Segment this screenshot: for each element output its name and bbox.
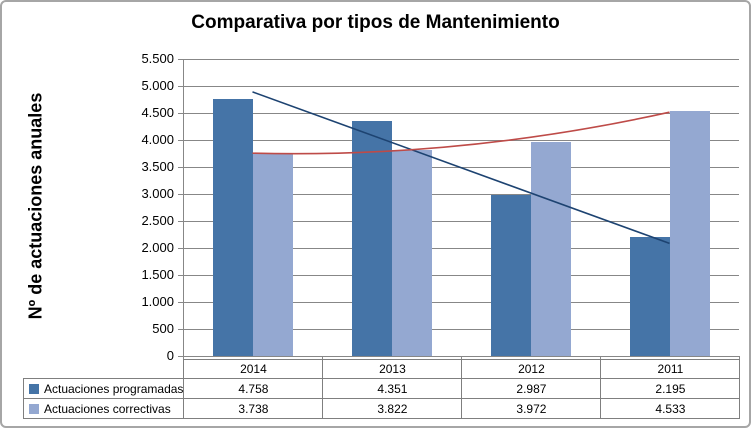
y-tick-mark [178, 86, 183, 87]
y-tick-mark [178, 248, 183, 249]
y-tick-mark [178, 356, 183, 357]
gridline [183, 302, 739, 303]
gridline [183, 86, 739, 87]
y-tick-label: 5.500 [141, 51, 174, 66]
y-tick-mark [178, 140, 183, 141]
table-cell-correctivas-2012: 3.972 [461, 398, 602, 419]
y-tick-label: 2.500 [141, 213, 174, 228]
y-tick-mark [178, 59, 183, 60]
table-cell-programadas-2013: 4.351 [322, 378, 463, 399]
data-table: 2014 2013 2012 2011 Actuaciones programa… [22, 359, 741, 419]
y-axis-line [183, 59, 184, 357]
x-axis-label-2011: 2011 [600, 359, 741, 379]
bar-programadas-2013 [351, 121, 392, 356]
table-cell-correctivas-2011: 4.533 [600, 398, 741, 419]
y-tick-mark [178, 329, 183, 330]
gridline [183, 248, 739, 249]
bar-correctivas-2013 [391, 149, 432, 356]
legend-label-correctivas: Actuaciones correctivas [44, 401, 171, 416]
y-tick-mark [178, 221, 183, 222]
y-tick-mark [178, 167, 183, 168]
y-tick-mark [178, 275, 183, 276]
bar-correctivas-2012 [530, 141, 571, 356]
y-tick-label: 1.000 [141, 294, 174, 309]
x-axis-label-2014: 2014 [183, 359, 324, 379]
y-tick-label: 0 [166, 348, 174, 363]
table-cell-programadas-2012: 2.987 [461, 378, 602, 399]
legend-item-correctivas: Actuaciones correctivas [22, 398, 185, 419]
bar-correctivas-2014 [252, 154, 293, 356]
gridline [183, 113, 739, 114]
y-tick-label: 3.000 [141, 186, 174, 201]
y-tick-mark [178, 194, 183, 195]
legend-key-programadas-icon [29, 383, 39, 394]
y-tick-mark [178, 302, 183, 303]
y-tick-label: 500 [152, 321, 174, 336]
y-axis-title: Nº de actuaciones anuales [25, 92, 46, 320]
table-cell-programadas-2014: 4.758 [183, 378, 324, 399]
y-tick-label: 5.000 [141, 78, 174, 93]
legend-key-correctivas-icon [29, 403, 39, 414]
table-cell-correctivas-2014: 3.738 [183, 398, 324, 419]
y-tick-label: 2.000 [141, 240, 174, 255]
x-tick-mark [600, 356, 601, 361]
x-tick-mark [461, 356, 462, 361]
y-tick-label: 4.500 [141, 105, 174, 120]
y-tick-label: 1.500 [141, 267, 174, 282]
bar-correctivas-2011 [669, 111, 710, 356]
gridline [183, 275, 739, 276]
x-tick-mark [739, 356, 740, 361]
legend-label-programadas: Actuaciones programadas [44, 381, 184, 396]
legend-item-programadas: Actuaciones programadas [22, 378, 185, 399]
table-row-correctivas: Actuaciones correctivas 3.738 3.822 3.97… [22, 398, 741, 419]
bar-programadas-2014 [212, 99, 253, 356]
gridline [183, 140, 739, 141]
y-tick-label: 4.000 [141, 132, 174, 147]
table-row-years: 2014 2013 2012 2011 [24, 359, 741, 379]
table-row-programadas: Actuaciones programadas 4.758 4.351 2.98… [22, 378, 741, 399]
x-tick-mark [322, 356, 323, 361]
x-axis-label-2012: 2012 [461, 359, 602, 379]
x-axis-label-2013: 2013 [322, 359, 463, 379]
bar-programadas-2012 [490, 194, 531, 356]
gridline [183, 329, 739, 330]
y-tick-mark [178, 113, 183, 114]
y-tick-label: 3.500 [141, 159, 174, 174]
trendline-quadratic [252, 111, 670, 155]
table-corner-cell [24, 360, 184, 379]
table-cell-correctivas-2013: 3.822 [322, 398, 463, 419]
bar-programadas-2011 [629, 237, 670, 356]
gridline [183, 59, 739, 60]
x-tick-mark [183, 356, 184, 361]
chart-title: Comparativa por tipos de Mantenimiento [191, 12, 560, 33]
table-cell-programadas-2011: 2.195 [600, 378, 741, 399]
